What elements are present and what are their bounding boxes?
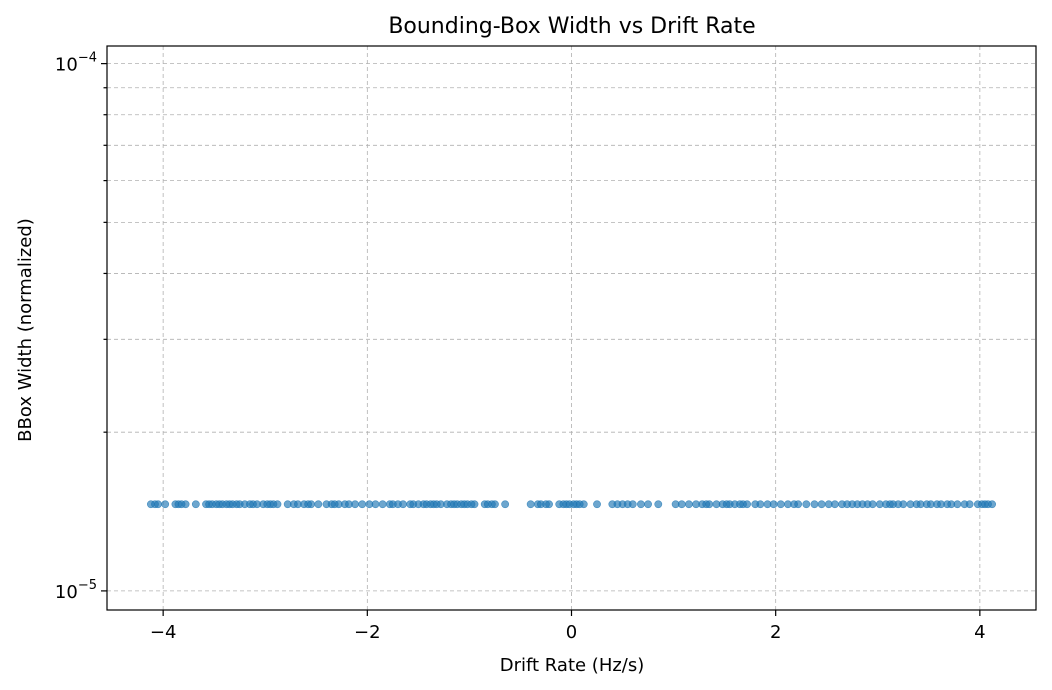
data-point-35 (314, 500, 323, 509)
data-point-114 (769, 500, 778, 509)
data-point-45 (371, 500, 380, 509)
y-axis-label: BBox Width (normalized) (15, 218, 36, 442)
x-tick-label-3: 2 (770, 622, 781, 643)
axis-ticks (101, 63, 981, 616)
data-point-115 (776, 500, 785, 509)
data-point-42 (351, 500, 359, 509)
data-point-87 (593, 500, 601, 509)
data-point-148 (965, 500, 974, 509)
data-point-153 (988, 500, 997, 509)
data-point-119 (802, 500, 811, 509)
y-tick-label-0: 10−5 (55, 578, 97, 603)
data-point-110 (743, 500, 751, 509)
x-tick-label-1: −2 (354, 622, 381, 643)
data-point-78 (545, 500, 553, 509)
data-point-72 (491, 500, 499, 509)
data-point-50 (399, 500, 407, 509)
data-point-74 (526, 500, 535, 509)
data-point-130 (868, 500, 877, 509)
data-point-34 (307, 500, 316, 509)
x-axis-label: Drift Rate (Hz/s) (500, 655, 645, 676)
data-point-121 (817, 500, 826, 509)
data-points (146, 500, 997, 509)
x-tick-label-4: 4 (974, 622, 985, 643)
y-tick-label-1: 10−4 (55, 51, 97, 76)
data-point-28 (273, 500, 282, 509)
data-point-118 (794, 500, 803, 509)
data-point-92 (628, 500, 637, 509)
data-point-7 (181, 500, 190, 509)
data-point-68 (470, 500, 479, 509)
grid-lines (107, 46, 1036, 610)
data-point-8 (191, 500, 200, 509)
x-tick-label-0: −4 (150, 622, 177, 643)
data-point-3 (161, 500, 170, 509)
data-point-97 (677, 500, 686, 509)
data-point-123 (830, 500, 839, 509)
data-point-73 (501, 500, 510, 509)
chart-title: Bounding-Box Width vs Drift Rate (388, 14, 755, 39)
data-point-43 (358, 500, 367, 509)
data-point-136 (899, 500, 908, 509)
data-point-112 (756, 500, 765, 509)
tick-labels: −4 −2 0 2 4 10−5 10−4 (55, 51, 986, 643)
data-point-46 (378, 500, 387, 509)
x-tick-label-2: 0 (566, 622, 577, 643)
data-point-120 (810, 500, 819, 509)
data-point-146 (953, 500, 962, 509)
data-point-102 (705, 500, 714, 509)
data-point-86 (579, 500, 588, 509)
data-point-94 (644, 500, 652, 509)
data-point-93 (637, 500, 645, 509)
data-point-2 (154, 500, 162, 509)
data-point-98 (685, 500, 693, 509)
data-point-95 (654, 500, 663, 509)
